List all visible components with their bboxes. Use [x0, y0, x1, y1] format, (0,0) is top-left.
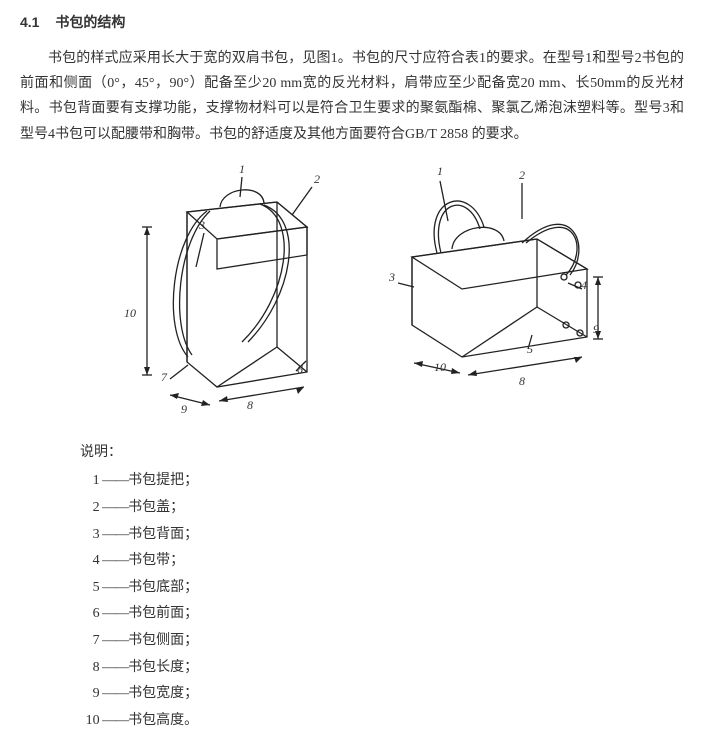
legend-item: 9 ——书包宽度；: [80, 681, 684, 708]
svg-text:10: 10: [434, 360, 446, 374]
legend-index: 8: [80, 655, 100, 682]
legend-index: 6: [80, 601, 100, 628]
legend-item: 8 ——书包长度；: [80, 655, 684, 682]
svg-text:8: 8: [519, 374, 525, 388]
legend-index: 4: [80, 548, 100, 575]
svg-text:2: 2: [314, 172, 320, 186]
legend-item: 4 ——书包带；: [80, 548, 684, 575]
svg-text:9: 9: [181, 402, 187, 416]
legend-index: 9: [80, 681, 100, 708]
legend-index: 1: [80, 468, 100, 495]
legend-text: 书包长度；: [128, 660, 198, 675]
legend-item: 1 ——书包提把；: [80, 468, 684, 495]
svg-text:3: 3: [198, 218, 205, 232]
svg-text:3: 3: [388, 270, 395, 284]
legend-index: 10: [80, 708, 100, 735]
legend-text: 书包宽度；: [128, 686, 198, 701]
svg-text:10: 10: [124, 306, 136, 320]
legend-item: 7 ——书包侧面；: [80, 628, 684, 655]
legend-dash: ——: [100, 713, 129, 728]
legend-dash: ——: [100, 686, 129, 701]
legend: 说明： 1 ——书包提把；2 ——书包盖；3 ——书包背面；4 ——书包带；5 …: [80, 440, 684, 735]
figure-container: 1 2 3 6 7 8 9 10 1 2 3 4 5 8 9 10: [20, 157, 684, 422]
legend-text: 书包背面；: [128, 527, 198, 542]
legend-item: 3 ——书包背面；: [80, 522, 684, 549]
legend-index: 5: [80, 575, 100, 602]
legend-title: 说明：: [80, 440, 684, 467]
svg-text:7: 7: [161, 370, 168, 384]
svg-text:8: 8: [247, 398, 253, 412]
legend-item: 10 ——书包高度。: [80, 708, 684, 735]
svg-text:2: 2: [519, 168, 525, 182]
legend-text: 书包盖；: [128, 500, 184, 515]
legend-text: 书包底部；: [128, 580, 198, 595]
legend-dash: ——: [100, 500, 129, 515]
legend-dash: ——: [100, 473, 129, 488]
legend-text: 书包前面；: [128, 606, 198, 621]
legend-index: 2: [80, 495, 100, 522]
legend-text: 书包提把；: [128, 473, 198, 488]
legend-dash: ——: [100, 553, 129, 568]
legend-dash: ——: [100, 660, 129, 675]
legend-item: 5 ——书包底部；: [80, 575, 684, 602]
svg-text:1: 1: [437, 164, 443, 178]
figure-svg: 1 2 3 6 7 8 9 10 1 2 3 4 5 8 9 10: [92, 157, 612, 417]
legend-text: 书包带；: [128, 553, 184, 568]
svg-text:9: 9: [593, 322, 599, 336]
legend-dash: ——: [100, 606, 129, 621]
section-number: 4.1: [20, 14, 39, 30]
legend-index: 7: [80, 628, 100, 655]
svg-text:4: 4: [581, 278, 587, 292]
legend-text: 书包高度。: [128, 713, 198, 728]
legend-dash: ——: [100, 633, 129, 648]
svg-text:6: 6: [297, 362, 303, 376]
legend-index: 3: [80, 522, 100, 549]
legend-text: 书包侧面；: [128, 633, 198, 648]
legend-dash: ——: [100, 527, 129, 542]
legend-item: 6 ——书包前面；: [80, 601, 684, 628]
section-title: 书包的结构: [55, 14, 125, 30]
svg-text:1: 1: [239, 162, 245, 176]
body-paragraph: 书包的样式应采用长大于宽的双肩书包，见图1。书包的尺寸应符合表1的要求。在型号1…: [20, 46, 684, 147]
section-heading: 4.1 书包的结构: [20, 12, 684, 32]
legend-item: 2 ——书包盖；: [80, 495, 684, 522]
legend-dash: ——: [100, 580, 129, 595]
svg-text:5: 5: [527, 342, 533, 356]
